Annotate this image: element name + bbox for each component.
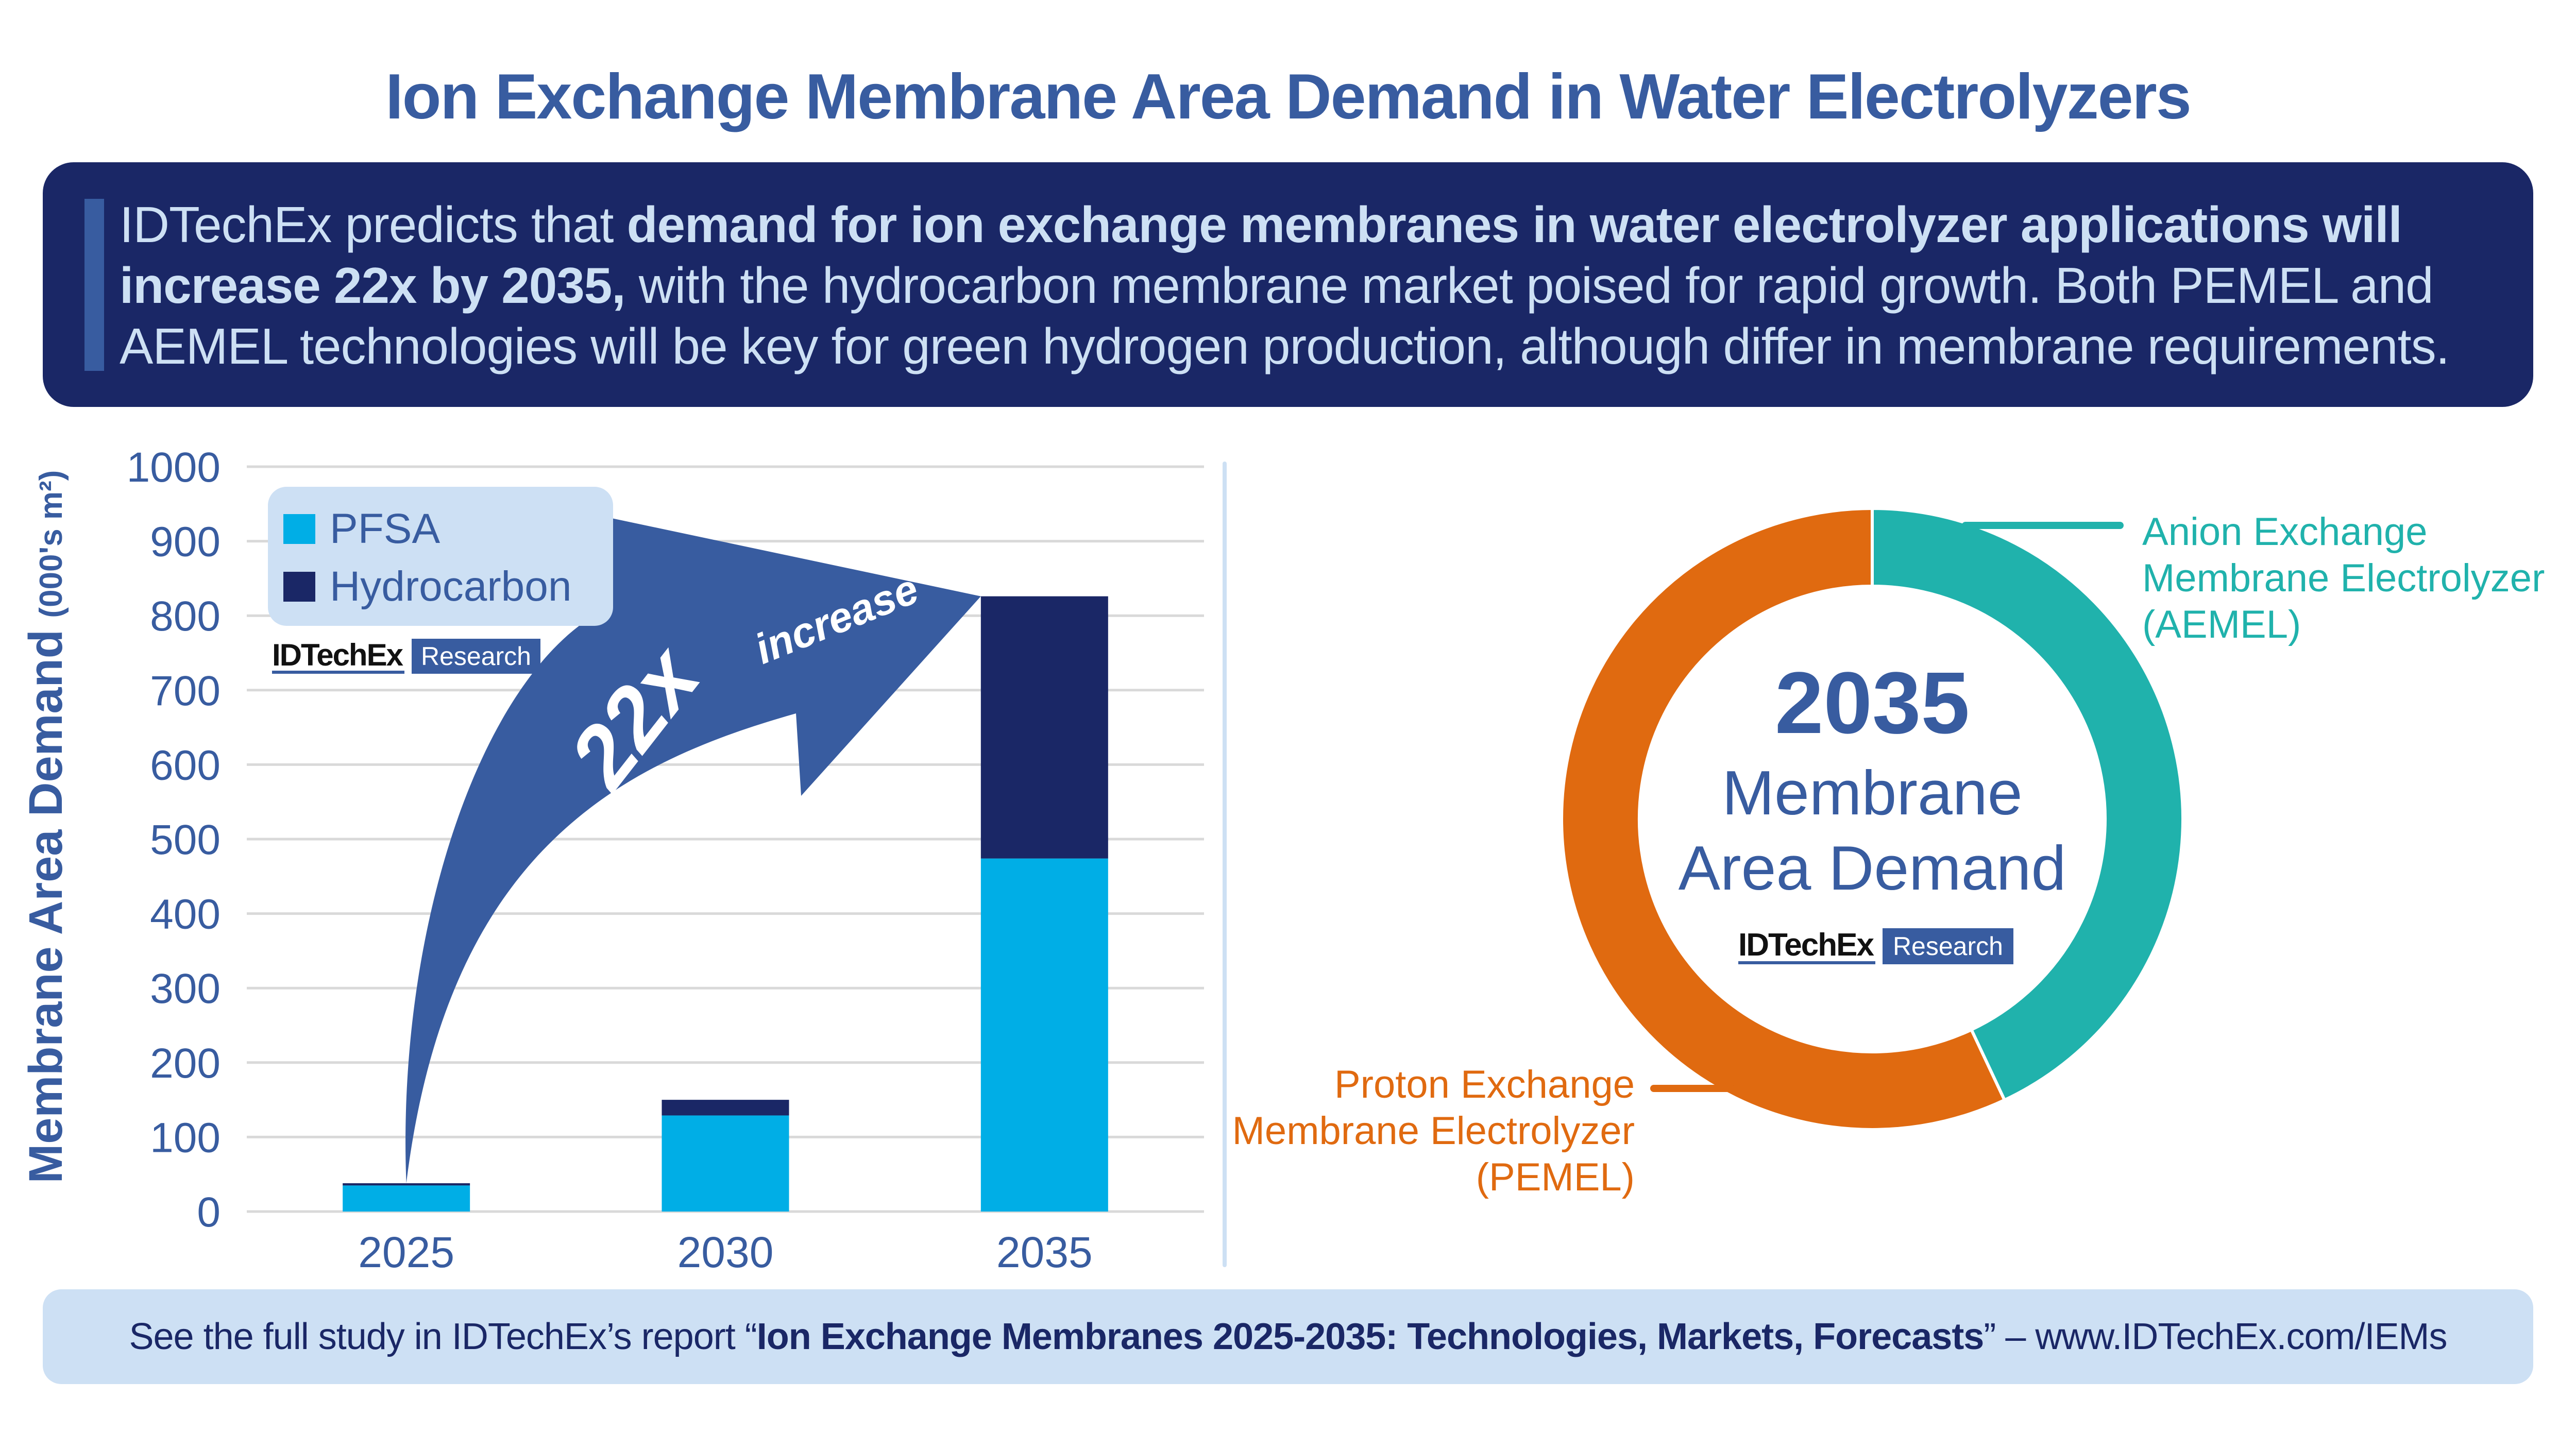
summary-text: IDTechEx predicts that demand for ion ex… bbox=[120, 194, 2510, 377]
bar-hydrocarbon-2025 bbox=[343, 1183, 470, 1186]
legend-item-hydrocarbon: Hydrocarbon bbox=[283, 563, 572, 610]
footer-banner: See the full study in IDTechEx’s report … bbox=[43, 1289, 2533, 1384]
logo-badge: Research bbox=[1882, 928, 2013, 964]
bars bbox=[343, 596, 1108, 1212]
y-axis-title-unit: (000's m²) bbox=[33, 470, 69, 618]
y-axis-title-main: Membrane Area Demand bbox=[20, 629, 72, 1183]
y-tick-label: 1000 bbox=[127, 444, 221, 491]
aemel-callout-line2: Membrane Electrolyzer bbox=[2142, 556, 2545, 600]
page-title: Ion Exchange Membrane Area Demand in Wat… bbox=[385, 61, 2192, 132]
y-tick-label: 700 bbox=[150, 668, 221, 714]
legend-swatch-pfsa bbox=[283, 514, 315, 544]
y-tick-labels: 0 100 200 300 400 500 600 700 800 900 1000 bbox=[127, 444, 221, 1236]
pemel-callout-line2: Membrane Electrolyzer bbox=[1232, 1109, 1635, 1153]
x-category-labels: 2025 2030 2035 bbox=[358, 1228, 1093, 1276]
legend: PFSA Hydrocarbon bbox=[268, 487, 613, 626]
bar-hydrocarbon-2035 bbox=[980, 596, 1108, 859]
footer-report-title[interactable]: Ion Exchange Membranes 2025-2035: Techno… bbox=[756, 1316, 1985, 1357]
summary-part2: with the hydrocarbon membrane market poi… bbox=[625, 257, 2434, 314]
y-tick-label: 500 bbox=[150, 816, 221, 863]
y-tick-label: 600 bbox=[150, 742, 221, 789]
y-tick-label: 800 bbox=[150, 593, 221, 640]
donut-center-year: 2035 bbox=[1774, 654, 1970, 752]
logo-badge: Research bbox=[411, 639, 540, 674]
idtechex-logo-center: IDTechEx Research bbox=[1738, 927, 2013, 964]
legend-label-hydrocarbon: Hydrocarbon bbox=[330, 563, 572, 610]
summary-part3: AEMEL technologies will be key for green… bbox=[120, 318, 2450, 374]
y-tick-label: 100 bbox=[150, 1114, 221, 1161]
donut-slices bbox=[1560, 506, 2184, 1131]
donut-slice-pemel bbox=[1560, 506, 2007, 1131]
x-category-label: 2035 bbox=[996, 1228, 1093, 1276]
y-tick-label: 0 bbox=[197, 1189, 221, 1236]
bar-chart: 0 100 200 300 400 500 600 700 800 900 1000 22x inc… bbox=[20, 444, 1204, 1276]
y-axis-title: Membrane Area Demand (000's m²) bbox=[20, 470, 72, 1184]
footer-prefix: See the full study in IDTechEx’s report … bbox=[129, 1316, 757, 1357]
y-tick-label: 300 bbox=[150, 965, 221, 1012]
bar-pfsa-2030 bbox=[662, 1115, 789, 1212]
y-tick-label: 400 bbox=[150, 891, 221, 938]
bar-hydrocarbon-2030 bbox=[662, 1100, 789, 1116]
aemel-callout: Anion Exchange Membrane Electrolyzer (AE… bbox=[2142, 509, 2545, 648]
y-axis-title-text: Membrane Area Demand (000's m²) bbox=[20, 470, 72, 1184]
x-category-label: 2025 bbox=[358, 1228, 454, 1276]
y-tick-label: 900 bbox=[150, 519, 221, 566]
footer-suffix[interactable]: ” – www.IDTechEx.com/IEMs bbox=[1984, 1316, 2447, 1357]
pemel-callout-line3: (PEMEL) bbox=[1476, 1155, 1635, 1199]
summary-bold2: increase 22x by 2035, bbox=[120, 257, 626, 314]
donut-center-line1: Membrane bbox=[1722, 758, 2023, 828]
summary-part1: IDTechEx predicts that bbox=[120, 196, 627, 253]
bar-pfsa-2035 bbox=[980, 858, 1108, 1212]
summary-bold1: demand for ion exchange membranes in wat… bbox=[626, 196, 2402, 253]
donut-center-line2: Area Demand bbox=[1678, 833, 2066, 903]
donut-slice-aemel bbox=[1871, 506, 2184, 1102]
summary-box: IDTechEx predicts that demand for ion ex… bbox=[43, 162, 2533, 407]
donut-chart bbox=[1560, 506, 2184, 1131]
legend-swatch-hydrocarbon bbox=[283, 572, 315, 602]
summary-accent-bar bbox=[84, 199, 104, 371]
idtechex-logo: IDTechEx Research bbox=[272, 638, 540, 674]
y-tick-label: 200 bbox=[150, 1040, 221, 1087]
growth-arrow-shape bbox=[405, 517, 981, 1184]
section-divider bbox=[1223, 462, 1227, 1267]
logo-wordmark: IDTechEx bbox=[1738, 927, 1875, 964]
footer-text: See the full study in IDTechEx’s report … bbox=[43, 1289, 2533, 1384]
bar-pfsa-2025 bbox=[343, 1185, 470, 1212]
growth-arrow: 22x increase bbox=[405, 517, 981, 1184]
legend-label-pfsa: PFSA bbox=[330, 505, 440, 552]
legend-item-pfsa: PFSA bbox=[283, 508, 440, 550]
aemel-callout-line1: Anion Exchange bbox=[2142, 510, 2428, 554]
logo-wordmark: IDTechEx bbox=[272, 638, 404, 674]
x-category-label: 2030 bbox=[677, 1228, 774, 1276]
pemel-callout-line1: Proton Exchange bbox=[1334, 1063, 1635, 1106]
pemel-callout: Proton Exchange Membrane Electrolyzer (P… bbox=[1223, 1062, 1635, 1201]
aemel-callout-line3: (AEMEL) bbox=[2142, 603, 2301, 646]
